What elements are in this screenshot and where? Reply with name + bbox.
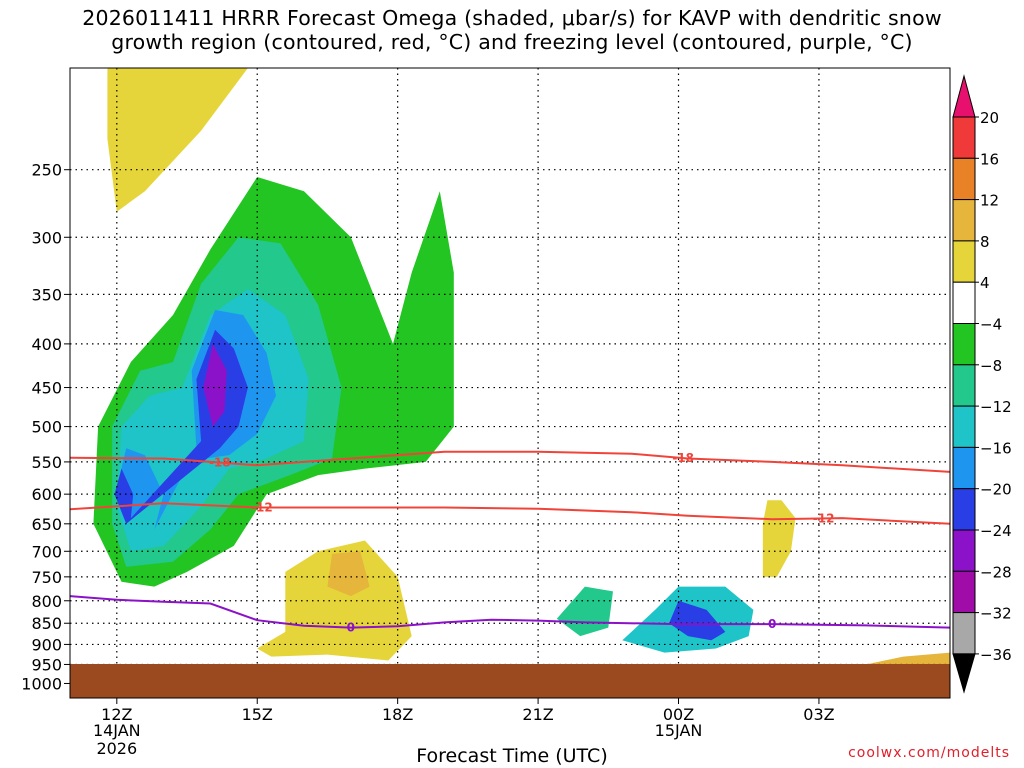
x-tick-label: 12Z — [101, 705, 132, 724]
omega-region-12 — [669, 600, 726, 641]
x-tick-label: 21Z — [522, 705, 553, 724]
x-tick-label: 03Z — [803, 705, 834, 724]
x-tick-label: 18Z — [382, 705, 413, 724]
y-tick-label: 1000 — [21, 674, 62, 693]
x-tick-label: 15Z — [242, 705, 273, 724]
y-tick-label: 300 — [31, 228, 62, 247]
freezing-level-line-label: 0 — [768, 617, 776, 631]
ground-band — [70, 664, 950, 698]
colorbar-label: 4 — [980, 274, 990, 292]
omega-shading — [93, 68, 950, 671]
colorbar-swatch — [952, 529, 976, 572]
y-tick-label: 400 — [31, 335, 62, 354]
colorbar-swatch — [952, 323, 976, 366]
y-tick-label: 600 — [31, 485, 62, 504]
y-tick-label: 700 — [31, 542, 62, 561]
colorbar-label: −32 — [980, 605, 1012, 623]
y-tick-label: 900 — [31, 635, 62, 654]
y-tick-label: 950 — [31, 655, 62, 674]
colorbar-swatch — [952, 570, 976, 614]
isotherm-minus-18-label: -18 — [672, 451, 694, 465]
colorbar-label: −8 — [980, 357, 1002, 375]
x-tick-year: 2026 — [96, 739, 137, 758]
y-tick-label: 500 — [31, 418, 62, 437]
y-tick-label: 450 — [31, 379, 62, 398]
isotherm-minus-12-label: -12 — [813, 511, 835, 525]
isotherm-minus-18-label: -18 — [209, 456, 231, 470]
omega-region-5 — [203, 343, 227, 427]
colorbar-label: 8 — [980, 233, 990, 251]
y-tick-label: 550 — [31, 453, 62, 472]
x-tick-label: 00Z — [663, 705, 694, 724]
colorbar-label: −16 — [980, 439, 1012, 457]
y-tick-label: 750 — [31, 568, 62, 587]
colorbar-label: −36 — [980, 646, 1012, 664]
colorbar-swatch — [952, 405, 976, 448]
colorbar: 20 16 12 8 4 −4 −8 −12 −16 −20 −24 −28 −32 −36 — [952, 74, 1012, 694]
x-tick-sublabel: 14JAN — [93, 721, 141, 740]
chart-title-line-1: 2026011411 HRRR Forecast Omega (shaded, … — [82, 6, 942, 30]
colorbar-arrow-top — [952, 74, 976, 118]
x-axis-title: Forecast Time (UTC) — [416, 745, 608, 767]
y-tick-label: 850 — [31, 614, 62, 633]
y-tick-label: 800 — [31, 592, 62, 611]
chart-title: 2026011411 HRRR Forecast Omega (shaded, … — [0, 6, 1024, 54]
colorbar-swatch — [952, 240, 976, 283]
colorbar-label: 12 — [980, 192, 999, 210]
colorbar-swatch — [952, 116, 976, 159]
colorbar-label: −12 — [980, 398, 1012, 416]
omega-region-8 — [327, 551, 370, 597]
colorbar-label: −4 — [980, 316, 1002, 334]
y-tick-label: 350 — [31, 285, 62, 304]
plot-frame — [69, 67, 951, 699]
colorbar-swatch — [952, 199, 976, 242]
colorbar-swatch — [952, 157, 976, 201]
colorbar-label: −28 — [980, 563, 1012, 581]
isotherm-minus-12 — [70, 502, 950, 525]
colorbar-swatch — [952, 488, 976, 531]
site-credit: coolwx.com/modelts — [848, 745, 1010, 761]
colorbar-label: 16 — [980, 150, 999, 168]
isotherm-minus-18 — [70, 450, 950, 473]
omega-region-9 — [556, 586, 613, 637]
isotherm-minus-12-label: -12 — [251, 500, 273, 514]
chart-title-line-2: growth region (contoured, red, °C) and f… — [111, 30, 913, 54]
freezing-level-line-label: 0 — [347, 621, 355, 635]
y-axis: 250 300 350 400 450 500 550 600 650 700 750 800 850 9… — [21, 161, 70, 693]
colorbar-swatch — [952, 364, 976, 407]
y-tick-label: 650 — [31, 515, 62, 534]
colorbar-swatch — [952, 612, 976, 655]
omega-region-6 — [107, 68, 248, 212]
y-tick-label: 250 — [31, 161, 62, 180]
colorbar-swatch — [952, 446, 976, 490]
colorbar-arrow-bottom — [952, 653, 976, 694]
colorbar-label: 20 — [980, 109, 999, 127]
freezing-level-line — [70, 595, 950, 629]
colorbar-swatch — [952, 281, 976, 325]
isotherms: -18 -18 -12 -12 0 0 — [70, 450, 950, 635]
colorbar-label: −24 — [980, 522, 1012, 540]
omega-region-10 — [762, 500, 796, 577]
x-tick-sublabel: 15JAN — [655, 721, 703, 740]
colorbar-label: −20 — [980, 481, 1012, 499]
